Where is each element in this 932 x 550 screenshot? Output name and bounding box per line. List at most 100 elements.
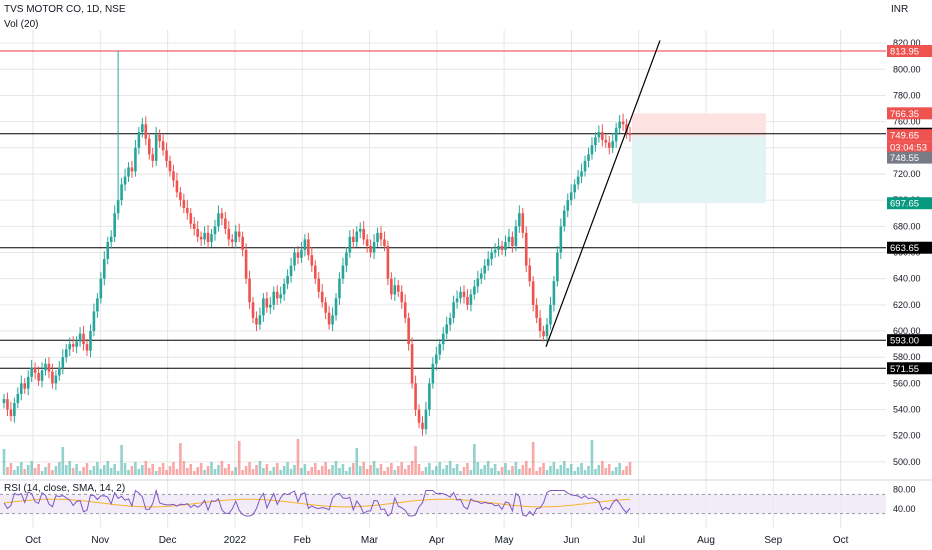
target-zone <box>632 136 766 204</box>
candle-body <box>296 252 300 258</box>
volume-bar <box>590 440 594 475</box>
candle-body <box>576 176 580 185</box>
candle-body <box>9 409 13 417</box>
candle-body <box>300 249 303 258</box>
volume-bar <box>365 469 369 475</box>
candle-body <box>123 176 127 185</box>
volume-bar <box>414 446 417 475</box>
candle-body <box>372 242 376 253</box>
time-tick-label: Nov <box>91 535 109 546</box>
level-tag-label: 813.95 <box>890 47 919 58</box>
time-tick-label: Jul <box>632 535 645 546</box>
candle-body <box>85 344 89 351</box>
candle-body <box>106 242 110 260</box>
volume-bar <box>500 467 504 475</box>
volume-bar <box>123 463 127 475</box>
candle-body <box>317 278 321 292</box>
price-tick-label: 560.00 <box>893 378 921 388</box>
candle-body <box>92 311 96 332</box>
volume-bar <box>175 469 179 475</box>
candle-body <box>383 239 386 246</box>
volume-bar <box>486 461 490 475</box>
volume-bar <box>538 467 542 475</box>
candle-body <box>331 315 334 325</box>
volume-bar <box>611 471 615 475</box>
candle-body <box>417 409 421 423</box>
price-tick-label: 680.00 <box>893 221 921 231</box>
price-tag <box>887 151 932 164</box>
volume-bar <box>227 464 231 475</box>
volume-bar <box>33 468 37 475</box>
candle-body <box>89 331 92 351</box>
volume-bar <box>255 465 258 475</box>
price-tag-label: 749.65 <box>890 131 919 142</box>
candle-body <box>507 236 511 243</box>
candle-body <box>341 265 345 279</box>
candle-body <box>414 383 417 410</box>
candle-body <box>435 354 438 364</box>
time-tick-label: Feb <box>294 535 312 546</box>
candle-body <box>597 132 601 138</box>
volume-bar <box>372 461 376 475</box>
candle-body <box>452 302 455 318</box>
candle-body <box>556 252 559 282</box>
volume-bar <box>618 463 621 475</box>
volume-bar <box>493 464 497 475</box>
candle-body <box>524 232 528 266</box>
candle-body <box>293 252 296 266</box>
candle-body <box>562 210 566 227</box>
volume-bar <box>196 467 199 475</box>
price-tick-label: 800.00 <box>893 64 921 74</box>
volume-bar <box>576 467 580 475</box>
volume-bar <box>241 470 244 475</box>
volume-bar <box>614 467 618 475</box>
level-tag <box>887 362 932 375</box>
level-tag <box>887 241 932 254</box>
candle-body <box>355 231 359 243</box>
candle-body <box>473 286 476 295</box>
volume-bar <box>127 470 130 475</box>
candle-body <box>244 249 248 279</box>
candle-body <box>286 276 289 284</box>
volume-bar <box>628 462 632 475</box>
volume-bar <box>189 464 193 475</box>
volume-bar <box>99 469 103 475</box>
candle-body <box>362 228 365 240</box>
volume-bar <box>307 471 310 475</box>
candle-body <box>237 231 241 237</box>
candle-body <box>483 265 487 274</box>
volume-bar <box>116 471 120 475</box>
volume-bar <box>607 464 611 475</box>
volume-bar <box>68 461 72 475</box>
volume-bar <box>431 470 435 475</box>
candle-body <box>40 370 44 381</box>
volume-bar <box>521 465 525 475</box>
time-tick-label: Aug <box>697 535 715 546</box>
volume-bar <box>300 468 303 475</box>
candle-body <box>345 252 348 266</box>
candle-body <box>514 226 518 246</box>
candle-body <box>466 297 469 305</box>
volume-bar <box>106 461 110 475</box>
price-tick-label: 760.00 <box>893 117 921 127</box>
candle-body <box>611 141 615 148</box>
volume-bar <box>154 471 158 475</box>
volume-bar <box>441 469 445 475</box>
price-tag-label: 766.35 <box>890 109 919 120</box>
candle-body <box>448 317 452 325</box>
volume-bar <box>327 469 331 475</box>
candle-body <box>248 278 251 303</box>
volume-bar <box>272 467 276 475</box>
stop-loss-zone <box>632 113 766 137</box>
candle-body <box>30 367 33 377</box>
volume-bar <box>604 468 608 475</box>
volume-bar <box>203 470 206 475</box>
candle-body <box>61 357 65 368</box>
candle-body <box>369 245 372 253</box>
volume-bar <box>82 467 85 475</box>
candle-body <box>151 154 155 161</box>
volume-bar <box>556 469 559 475</box>
volume-bar <box>341 464 345 475</box>
candle-body <box>68 344 72 350</box>
